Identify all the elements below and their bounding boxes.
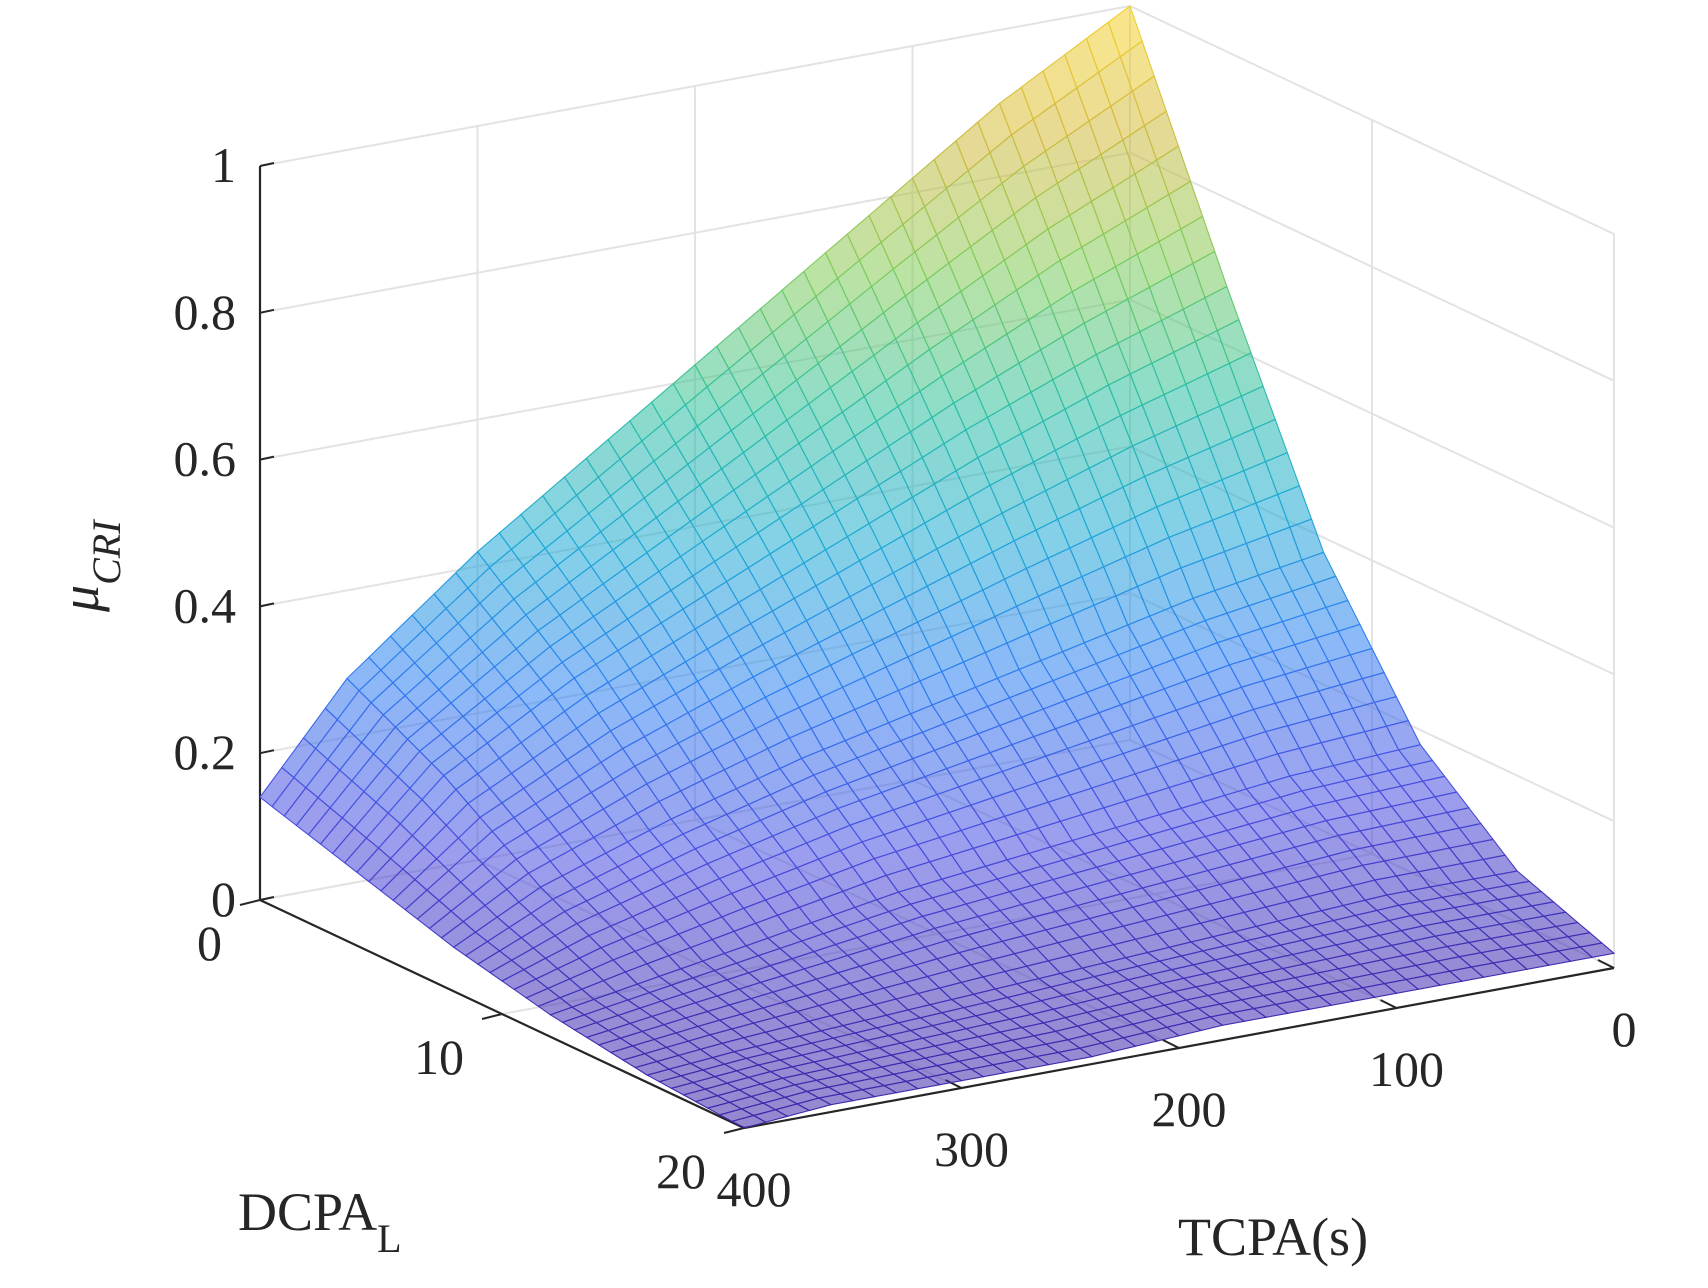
y-tick-label: 100 xyxy=(1369,1041,1444,1097)
z-axis-label: μCRI xyxy=(50,519,129,613)
x-tick-mark xyxy=(481,1013,503,1020)
surface-mesh xyxy=(259,5,1616,1129)
y-tick-label: 300 xyxy=(934,1121,1009,1177)
z-tick-label: 1 xyxy=(211,137,236,193)
z-tick-mark xyxy=(259,455,275,461)
z-tick-label: 0.8 xyxy=(174,284,237,340)
z-tick-mark xyxy=(259,896,275,901)
z-tick-label: 0.2 xyxy=(174,724,237,780)
z-tick-label: 0 xyxy=(211,871,236,927)
x-tick-label: 0 xyxy=(197,915,222,971)
y-axis-label: TCPA(s) xyxy=(1178,1207,1368,1267)
y-tick-mark xyxy=(1162,1039,1180,1049)
y-tick-label: 200 xyxy=(1152,1081,1227,1137)
axes xyxy=(239,162,1615,1134)
x-axis-label: DCPAL xyxy=(238,1182,402,1261)
z-tick-label: 0.4 xyxy=(174,577,237,633)
z-tick-mark xyxy=(259,162,275,167)
x-tick-mark xyxy=(723,1127,745,1134)
z-tick-mark xyxy=(259,602,275,608)
z-tick-mark xyxy=(259,749,275,755)
x-tick-label: 10 xyxy=(414,1029,464,1085)
y-tick-mark xyxy=(1597,959,1615,969)
y-tick-label: 0 xyxy=(1612,1001,1637,1057)
x-tick-label: 20 xyxy=(656,1143,706,1199)
x-tick-mark xyxy=(239,899,261,906)
y-tick-label: 400 xyxy=(717,1161,792,1217)
z-tick-mark xyxy=(259,308,275,314)
y-tick-mark xyxy=(1380,999,1397,1009)
z-tick-label: 0.6 xyxy=(174,431,237,487)
surface-cell xyxy=(730,1114,768,1129)
